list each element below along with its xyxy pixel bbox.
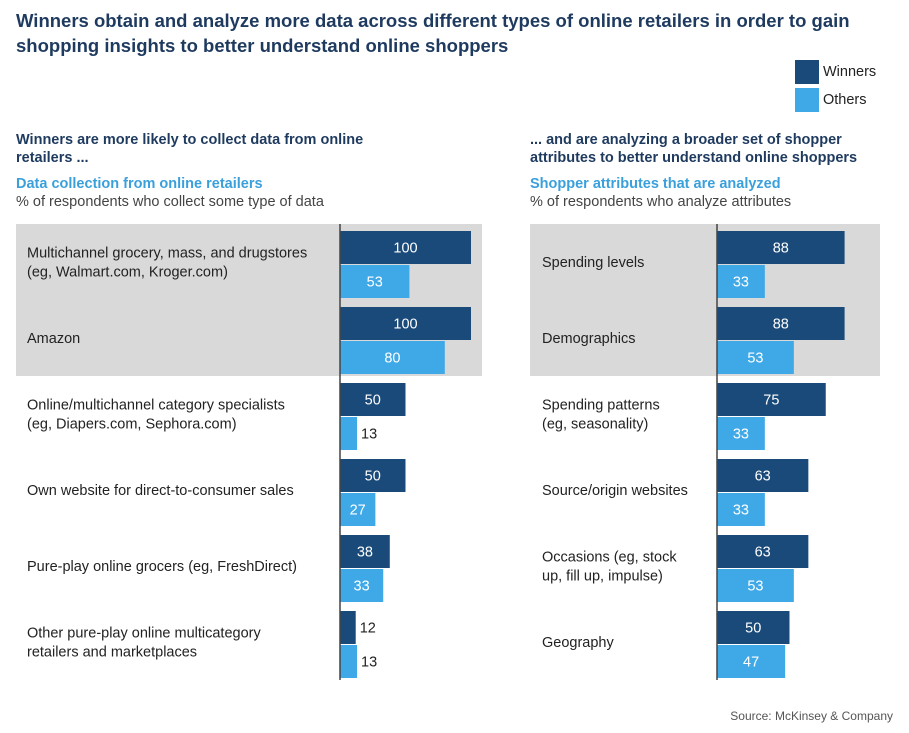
left-subhead: Winners are more likely to collect data … <box>16 132 364 166</box>
left-bar-winners <box>340 383 406 416</box>
left-bar-winners <box>340 307 471 340</box>
left-category-label-line: Own website for direct-to-consumer sales <box>27 483 294 499</box>
right-category-label-line: (eg, seasonality) <box>542 417 648 433</box>
left-bar-others <box>340 341 445 374</box>
legend-label-winners: Winners <box>823 64 877 80</box>
left-category-label-line: Other pure-play online multicategory <box>27 626 261 642</box>
right-value-label-others: 47 <box>743 655 759 671</box>
left-category-label-line: Amazon <box>27 331 80 347</box>
left-category-label: Own website for direct-to-consumer sales <box>27 483 294 499</box>
left-bar-winners <box>340 231 471 264</box>
right-value-label-others: 33 <box>733 275 749 291</box>
right-category-label-line: Spending patterns <box>542 398 660 414</box>
left-value-label-winners: 100 <box>393 241 417 257</box>
source-note: Source: McKinsey & Company <box>730 709 893 723</box>
left-value-label-others: 80 <box>384 351 400 367</box>
right-category-label-line: Source/origin websites <box>542 483 688 499</box>
left-category-label: Other pure-play online multicategory reta… <box>27 626 261 661</box>
left-bar-others <box>340 569 384 602</box>
left-value-label-winners: 12 <box>360 621 376 637</box>
right-bar-winners <box>717 611 790 644</box>
left-category-label-line: (eg, Walmart.com, Kroger.com) <box>27 265 228 281</box>
right-subhead: ... and are analyzing a broader set of s… <box>530 132 858 166</box>
left-value-label-others: 33 <box>354 579 370 595</box>
left-value-label-others: 53 <box>367 275 383 291</box>
right-category-label: Demographics <box>542 331 636 347</box>
right-bar-others <box>717 645 786 678</box>
left-value-label-others: 13 <box>361 655 377 671</box>
left-category-label-line: Multichannel grocery, mass, and drugstor… <box>27 246 307 262</box>
right-category-label: Occasions (eg, stock up, fill up, impulse… <box>542 550 677 585</box>
right-value-label-others: 53 <box>747 579 763 595</box>
left-value-label-winners: 50 <box>365 469 381 485</box>
left-category-label: Pure-play online grocers (eg, FreshDirec… <box>27 559 297 575</box>
right-category-label: Geography <box>542 635 614 651</box>
right-bar-winners <box>717 383 826 416</box>
right-value-label-others: 33 <box>733 503 749 519</box>
right-bar-others <box>717 493 765 526</box>
left-chart-title: Data collection from online retailers <box>16 176 263 192</box>
right-category-label-line: Demographics <box>542 331 636 347</box>
right-category-label-line: Geography <box>542 635 614 651</box>
right-bar-winners <box>717 307 845 340</box>
right-bar-winners <box>717 459 809 492</box>
right-category-label: Spending patterns (eg, seasonality) <box>542 398 660 433</box>
left-value-label-winners: 50 <box>365 393 381 409</box>
left-bar-winners <box>340 535 390 568</box>
right-bar-others <box>717 569 794 602</box>
right-bar-others <box>717 341 794 374</box>
right-category-label: Source/origin websites <box>542 483 688 499</box>
left-value-label-winners: 38 <box>357 545 373 561</box>
left-category-label: Amazon <box>27 331 80 347</box>
left-value-label-others: 27 <box>350 503 366 519</box>
right-value-label-winners: 88 <box>773 241 789 257</box>
right-bar-others <box>717 417 765 450</box>
left-category-label-line: retailers and marketplaces <box>27 645 197 661</box>
left-bar-winners <box>340 459 406 492</box>
left-category-label-line: (eg, Diapers.com, Sephora.com) <box>27 417 237 433</box>
right-category-label-line: up, fill up, impulse) <box>542 569 663 585</box>
right-category-label-line: Spending levels <box>542 255 644 271</box>
right-chart-title: Shopper attributes that are analyzed <box>530 176 781 192</box>
left-category-label-line: Online/multichannel category specialists <box>27 398 285 414</box>
left-category-label-line: Pure-play online grocers (eg, FreshDirec… <box>27 559 297 575</box>
legend-label-others: Others <box>823 92 867 108</box>
left-value-label-winners: 100 <box>393 317 417 333</box>
right-category-label-line: Occasions (eg, stock <box>542 550 677 566</box>
figure-title: Winners obtain and analyze more data acr… <box>16 10 850 56</box>
right-category-label: Spending levels <box>542 255 644 271</box>
right-chart-subtitle: % of respondents who analyze attributes <box>530 194 792 210</box>
left-category-label: Online/multichannel category specialists… <box>27 398 285 433</box>
left-bar-winners <box>340 611 356 644</box>
left-bar-others <box>340 417 358 450</box>
right-bar-winners <box>717 535 809 568</box>
left-chart-subtitle: % of respondents who collect some type o… <box>16 194 324 210</box>
legend-swatch-others <box>795 88 819 112</box>
right-value-label-winners: 50 <box>745 621 761 637</box>
left-category-label: Multichannel grocery, mass, and drugstor… <box>27 246 307 281</box>
right-value-label-winners: 63 <box>755 469 771 485</box>
legend-swatch-winners <box>795 60 819 84</box>
right-bar-others <box>717 265 765 298</box>
right-value-label-winners: 88 <box>773 317 789 333</box>
left-bar-others <box>340 265 410 298</box>
right-value-label-others: 33 <box>733 427 749 443</box>
left-value-label-others: 13 <box>361 427 377 443</box>
right-value-label-others: 53 <box>747 351 763 367</box>
left-bar-others <box>340 645 358 678</box>
left-bar-others <box>340 493 376 526</box>
right-bar-winners <box>717 231 845 264</box>
right-value-label-winners: 75 <box>763 393 779 409</box>
right-value-label-winners: 63 <box>755 545 771 561</box>
